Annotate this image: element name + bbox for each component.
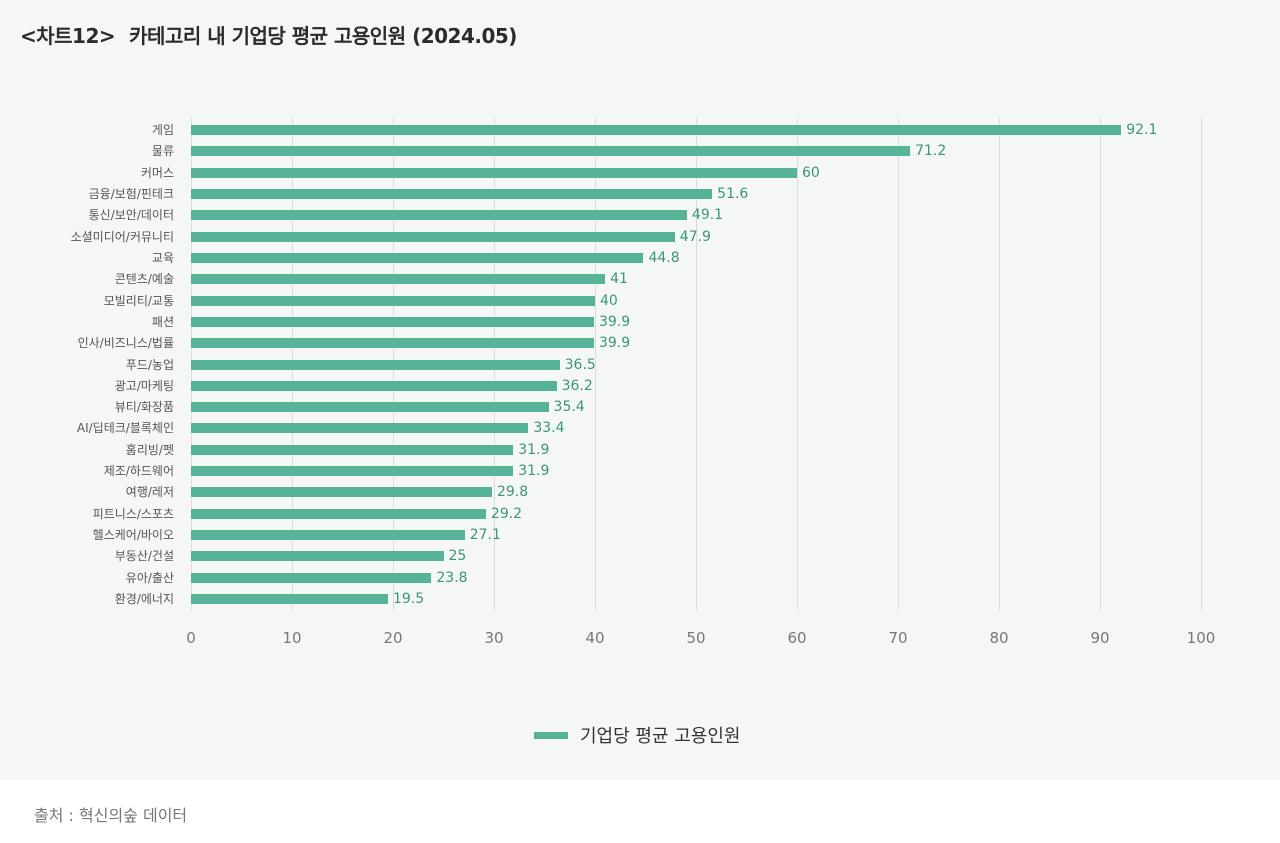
category-label: 제조/하드웨어 (103, 464, 174, 479)
bar-value-label: 39.9 (598, 335, 631, 352)
x-tick-label: 0 (186, 629, 196, 647)
category-label: 유아/출산 (125, 570, 174, 585)
gridline (898, 118, 899, 610)
chart-title: <차트12> 카테고리 내 기업당 평균 고용인원 (2024.05) (20, 20, 517, 49)
gridline (1100, 118, 1101, 610)
bar (191, 295, 595, 306)
category-label: 모빌리티/교통 (103, 293, 174, 308)
bar-value-label: 29.8 (496, 484, 529, 501)
category-label: 부동산/건설 (114, 549, 174, 564)
bar (191, 316, 594, 327)
bar (191, 487, 492, 498)
bar-value-label: 25 (448, 548, 467, 565)
gridline (797, 118, 798, 610)
bar-value-label: 40 (600, 292, 618, 309)
bar-value-label: 31.9 (518, 441, 550, 458)
chart-panel: <차트12> 카테고리 내 기업당 평균 고용인원 (2024.05) 게임 92.… (20, 20, 1216, 748)
category-label: 광고/마케팅 (114, 378, 174, 393)
category-label: 물류 (151, 144, 174, 159)
category-label: 게임 (151, 123, 174, 137)
bar (191, 274, 606, 285)
bar (191, 572, 432, 583)
bar-value-label: 27.1 (469, 527, 501, 544)
category-label: 푸드/농업 (125, 357, 174, 372)
x-tick-label: 70 (888, 629, 908, 647)
category-label: 통신/보안/데이터 (88, 208, 174, 223)
bar (191, 594, 388, 605)
bar (191, 188, 713, 199)
chart-title-text: 카테고리 내 기업당 평균 고용인원 (2024.05) (129, 24, 517, 48)
bar (191, 444, 514, 455)
x-tick-label: 20 (383, 629, 403, 647)
category-label: 콘텐츠/예술 (114, 272, 174, 287)
bar-value-label: 36.2 (561, 377, 593, 394)
legend-label: 기업당 평균 고용인원 (580, 726, 741, 747)
bar (191, 210, 687, 221)
bar (191, 252, 644, 263)
gridline (696, 118, 697, 610)
category-label: 여행/레저 (125, 485, 174, 500)
bar (191, 231, 675, 242)
category-label: 환경/에너지 (114, 592, 174, 607)
gridline (595, 118, 596, 610)
x-tick-label: 10 (282, 629, 302, 647)
bar-value-label: 44.8 (648, 249, 680, 266)
bar-value-label: 71.2 (915, 143, 947, 160)
bar-value-label: 51.6 (717, 185, 749, 202)
bar (191, 380, 557, 391)
bar (191, 466, 514, 477)
category-label: 뷰티/화장품 (114, 400, 174, 415)
legend: 기업당 평균 고용인원 (534, 722, 740, 748)
category-label: 금융/보험/핀테크 (88, 186, 174, 201)
bar-value-label: 29.2 (490, 505, 523, 522)
bar-value-label: 31.9 (518, 463, 550, 480)
bar (191, 423, 529, 434)
x-tick-label: 100 (1186, 629, 1216, 647)
gridline (999, 118, 1000, 610)
bar (191, 359, 560, 370)
bar (191, 167, 797, 178)
x-tick-label: 90 (1090, 629, 1110, 647)
category-label: AI/딥테크/블록체인 (76, 421, 174, 436)
bar-value-label: 19.5 (392, 591, 425, 608)
x-tick-label: 80 (989, 629, 1009, 647)
x-tick-label: 30 (484, 629, 504, 647)
bar-value-label: 35.4 (553, 399, 585, 416)
bar-value-label: 41 (610, 271, 628, 288)
bar-value-label: 39.9 (598, 313, 631, 330)
bar-value-label: 47.9 (679, 228, 711, 245)
x-tick-label: 40 (585, 629, 605, 647)
bar (191, 508, 486, 519)
x-tick-label: 50 (686, 629, 706, 647)
bar (191, 146, 911, 157)
category-label: 소셜미디어/커뮤니티 (70, 229, 174, 244)
bar (191, 530, 465, 541)
bar-value-label: 23.8 (436, 569, 468, 586)
bar (191, 125, 1122, 135)
bar-value-label: 92.1 (1126, 122, 1158, 138)
bar (191, 402, 549, 413)
bar-value-label: 33.4 (533, 420, 565, 437)
category-label: 홈리빙/펫 (125, 442, 174, 457)
category-label: 패션 (151, 314, 174, 329)
category-label: 피트니스/스포츠 (92, 506, 174, 521)
source-note: 출처 : 혁신의숲 데이터 (34, 806, 188, 825)
category-label: 헬스케어/바이오 (92, 528, 174, 543)
category-label: 교육 (151, 250, 174, 265)
bar (191, 338, 594, 349)
category-label: 인사/비즈니스/법률 (77, 336, 174, 351)
category-label: 커머스 (140, 165, 174, 180)
bar (191, 551, 444, 562)
x-tick-label: 60 (787, 629, 807, 647)
gridline (1201, 118, 1202, 610)
legend-swatch-icon (534, 731, 568, 739)
bar-value-label: 49.1 (691, 207, 724, 224)
bar-value-label: 36.5 (564, 356, 596, 373)
bar-value-label: 60 (802, 164, 820, 181)
chart-number-tag: <차트12> (20, 24, 116, 48)
